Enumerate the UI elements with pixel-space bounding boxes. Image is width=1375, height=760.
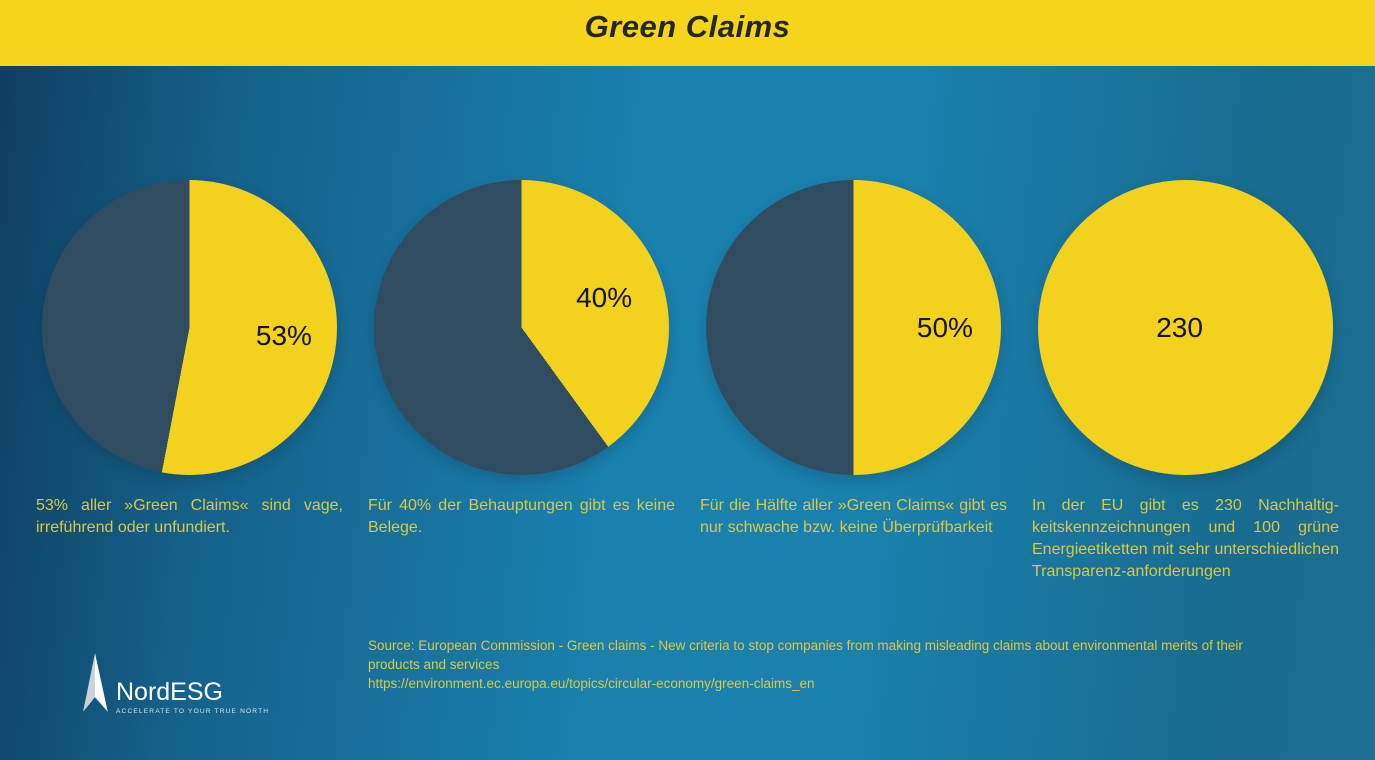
chart-column-3: 50% Für die Hälfte aller »Green Claims« … [700,180,1007,583]
source-link[interactable]: https://environment.ec.europa.eu/topics/… [368,676,815,692]
chart-caption: 53% aller »Green Claims« sind vage, irre… [36,497,343,537]
page-title: Green Claims [584,9,791,44]
logo-name: NordESG [116,678,223,706]
nordesg-logo: NordESG ACCELERATE TO YOUR TRUE NORTH [78,648,269,716]
logo-tagline: ACCELERATE TO YOUR TRUE NORTH [116,708,270,715]
pie-chart-230-labels: 230 [1038,180,1333,475]
chart-caption: Für die Hälfte aller »Green Claims« gibt… [700,497,1007,537]
pie-value-label: 53% [255,320,312,352]
pie-chart-40-percent: 40% [374,180,669,475]
source-text: Source: European Commission - Green clai… [368,638,1243,673]
source-note: Source: European Commission - Green clai… [368,636,1278,693]
chart-caption: Für 40% der Behauptungen gibt es keine B… [368,497,675,537]
chart-column-1: 53% 53% aller »Green Claims« sind vage, … [36,180,343,583]
header-bar: Green Claims [0,0,1375,66]
charts-row: 53% 53% aller »Green Claims« sind vage, … [0,180,1375,583]
pie-value-label: 40% [576,282,633,313]
pie-value-label: 230 [1156,311,1203,343]
chart-column-4: 230 In der EU gibt es 230 Nachhaltig-kei… [1032,180,1339,583]
pie-value-label: 50% [916,311,973,343]
chart-column-2: 40% Für 40% der Behauptungen gibt es kei… [368,180,675,583]
chart-caption: In der EU gibt es 230 Nachhaltig-keitske… [1032,497,1339,581]
logo-text: NordESG ACCELERATE TO YOUR TRUE NORTH [116,680,269,716]
north-arrow-icon [83,653,108,712]
pie-chart-50-percent: 50% [706,180,1001,475]
pie-chart-53-percent: 53% [42,180,337,475]
